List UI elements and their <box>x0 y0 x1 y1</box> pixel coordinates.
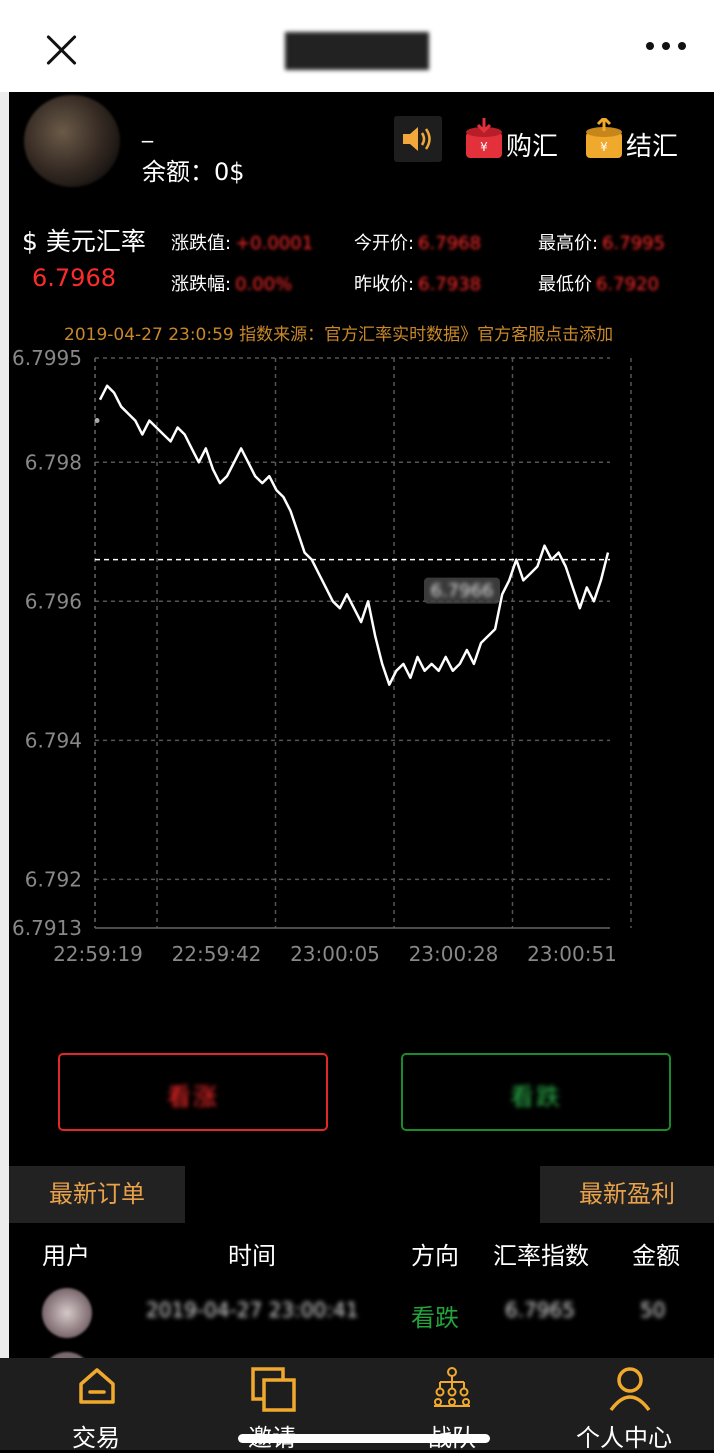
x-tick-label: 23:00:28 <box>409 942 499 966</box>
x-tick-label: 22:59:42 <box>172 942 262 966</box>
buy-label: 购汇 <box>506 132 559 162</box>
open-value: 6.7968 <box>418 233 482 254</box>
series-start-dot <box>94 418 100 424</box>
change-pct-stat: 涨跌幅: 0.00% <box>171 270 292 296</box>
open-stat: 今开价: 6.7968 <box>354 229 481 255</box>
header-time: 时间 <box>228 1242 276 1270</box>
tab-latest-profit[interactable]: 最新盈利 <box>540 1166 714 1223</box>
price-series-line <box>98 384 610 686</box>
current-price-badge <box>424 577 500 604</box>
change-pct-label: 涨跌幅: <box>171 274 232 295</box>
svg-text:¥: ¥ <box>480 140 488 154</box>
change-pct-value: 0.00% <box>235 274 293 295</box>
home-indicator <box>238 1434 490 1443</box>
x-tick-label: 23:00:51 <box>527 942 617 966</box>
change-value: +0.0001 <box>235 233 314 254</box>
buy-box-icon: ¥ <box>466 118 502 158</box>
x-tick-label: 22:59:19 <box>53 942 143 966</box>
page-title: 二元期权 <box>0 26 714 72</box>
username: _ <box>142 118 153 143</box>
y-tick-label: 6.792 <box>25 867 82 891</box>
y-tick-label: 6.796 <box>25 589 82 613</box>
down-label: 看跌 <box>510 1083 562 1111</box>
low-label: 最低价 <box>538 274 592 295</box>
prev-close-value: 6.7938 <box>418 274 482 295</box>
nav-trade-label: 交易 <box>72 1424 120 1452</box>
x-tick-label: 23:00:05 <box>290 942 380 966</box>
buy-down-button[interactable]: 看跌 <box>401 1053 671 1131</box>
team-tree-icon <box>434 1367 470 1407</box>
high-stat: 最高价: 6.7995 <box>538 229 665 255</box>
nav-profile[interactable]: 个人中心 <box>570 1358 700 1452</box>
svg-text:¥: ¥ <box>600 140 608 154</box>
prev-close-label: 昨收价: <box>354 274 415 295</box>
up-label: 看涨 <box>167 1083 219 1111</box>
header-user: 用户 <box>42 1242 90 1270</box>
avatar[interactable] <box>24 95 120 187</box>
order-time: 2019-04-27 23:00:41 <box>146 1298 359 1322</box>
rate-line-chart: 6.7995 6.798 6.796 6.794 6.792 6.791322:59:19… <box>12 346 632 966</box>
rate-value: 6.7968 <box>32 264 116 292</box>
more-options-icon[interactable] <box>646 42 686 52</box>
header-direction: 方向 <box>411 1242 459 1270</box>
header-amount: 金额 <box>632 1242 680 1270</box>
high-label: 最高价: <box>538 233 599 254</box>
settle-label: 结汇 <box>626 132 679 162</box>
order-rate-index: 6.7965 <box>505 1298 575 1322</box>
buy-currency-button[interactable]: ¥ 购汇 <box>464 116 568 164</box>
low-stat: 最低价 6.7920 <box>538 270 659 296</box>
order-amount: 50 <box>640 1298 666 1322</box>
top-nav-bar: 二元期权 <box>0 0 714 92</box>
y-tick-label: 6.798 <box>25 450 82 474</box>
change-value-stat: 涨跌值: +0.0001 <box>171 229 313 255</box>
low-value: 6.7920 <box>596 274 659 295</box>
y-tick-label: 6.7913 <box>12 916 82 940</box>
copy-invite-icon <box>251 1367 296 1412</box>
open-label: 今开价: <box>354 233 415 254</box>
user-icon <box>609 1367 651 1412</box>
y-tick-label: 6.794 <box>25 728 82 752</box>
settle-currency-button[interactable]: ¥ 结汇 <box>584 116 688 164</box>
current-price-label: 6.7966 <box>431 581 494 602</box>
left-frame-edge <box>0 92 9 1358</box>
nav-trade[interactable]: 交易 <box>56 1358 140 1452</box>
header-rate-index: 汇率指数 <box>493 1242 589 1270</box>
tab-latest-orders[interactable]: 最新订单 <box>9 1166 185 1223</box>
prev-close-stat: 昨收价: 6.7938 <box>354 270 481 296</box>
order-direction: 看跌 <box>411 1304 459 1332</box>
nav-profile-label: 个人中心 <box>576 1424 672 1452</box>
order-user-avatar <box>42 1288 92 1338</box>
settle-box-icon: ¥ <box>586 118 622 158</box>
high-value: 6.7995 <box>602 233 666 254</box>
y-tick-label: 6.7995 <box>12 346 82 370</box>
ticker-text[interactable]: 2019-04-27 23:0:59 指数来源：官方汇率实时数据》官方客服点击添… <box>64 325 614 345</box>
sound-toggle-button[interactable] <box>394 116 442 162</box>
speaker-icon <box>403 127 431 151</box>
change-label: 涨跌值: <box>171 233 232 254</box>
buy-up-button[interactable]: 看涨 <box>58 1053 328 1131</box>
home-icon <box>79 1368 115 1404</box>
balance-text: 余额：0$ <box>142 158 245 186</box>
rate-title: $ 美元汇率 <box>22 227 146 256</box>
